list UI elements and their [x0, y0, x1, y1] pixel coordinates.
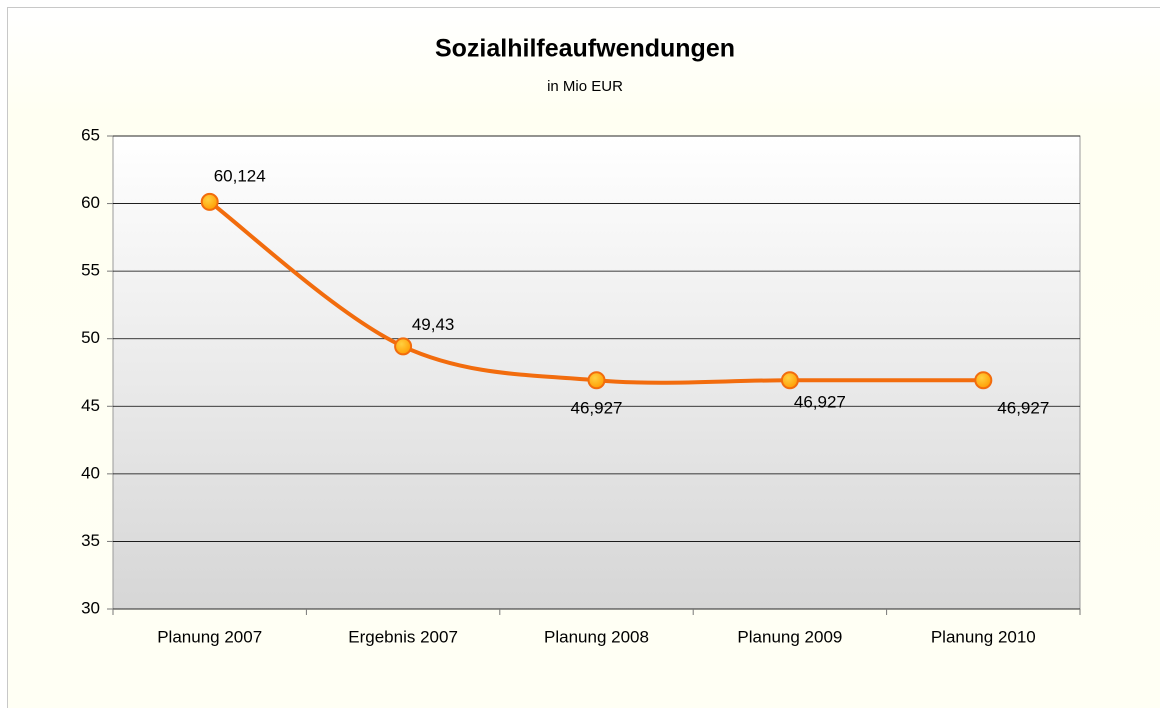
- y-tick-label: 35: [81, 531, 100, 550]
- y-tick-label: 40: [81, 463, 100, 482]
- data-label: 60,124: [214, 166, 266, 185]
- chart-subtitle: in Mio EUR: [547, 78, 623, 95]
- data-label: 46,927: [571, 399, 623, 418]
- data-label: 46,927: [997, 399, 1049, 418]
- data-label: 46,927: [794, 393, 846, 412]
- point: [394, 337, 413, 356]
- y-tick-label: 50: [81, 328, 100, 347]
- point: [974, 371, 993, 390]
- y-tick-label: 60: [81, 193, 100, 212]
- x-tick-label: Planung 2009: [737, 627, 842, 646]
- point: [587, 371, 606, 390]
- point: [200, 192, 219, 211]
- point: [780, 371, 799, 390]
- data-label: 49,43: [412, 315, 455, 334]
- x-tick-label: Ergebnis 2007: [348, 627, 458, 646]
- x-tick-label: Planung 2008: [544, 627, 649, 646]
- y-tick-label: 55: [81, 261, 100, 280]
- y-tick-label: 30: [81, 598, 100, 617]
- y-tick-label: 45: [81, 396, 100, 415]
- x-tick-label: Planung 2007: [157, 627, 262, 646]
- chart-title: Sozialhilfeaufwendungen: [435, 35, 735, 63]
- y-tick-label: 65: [81, 125, 100, 144]
- x-tick-label: Planung 2010: [931, 627, 1036, 646]
